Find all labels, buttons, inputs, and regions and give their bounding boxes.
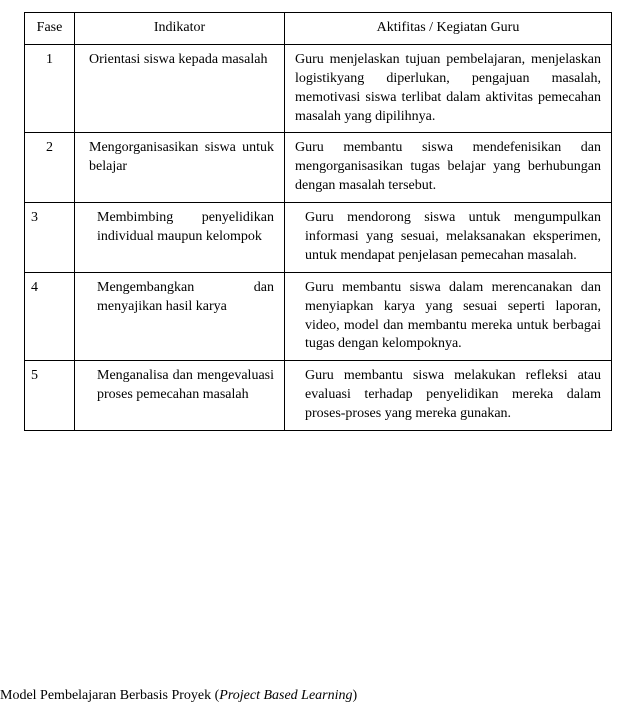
- footer-text-prefix: Model Pembelajaran Berbasis Proyek (: [0, 688, 219, 703]
- cell-fase: 3: [25, 203, 75, 273]
- cell-indikator: Menganalisa dan mengevaluasi proses peme…: [75, 361, 285, 431]
- table-container: Fase Indikator Aktifitas / Kegiatan Guru…: [0, 0, 636, 431]
- table-row: 3 Membimbing penyelidikan individual mau…: [25, 203, 612, 273]
- table-header-row: Fase Indikator Aktifitas / Kegiatan Guru: [25, 13, 612, 45]
- cell-aktifitas: Guru membantu siswa melakukan refleksi a…: [285, 361, 612, 431]
- footer-caption: Model Pembelajaran Berbasis Proyek (Proj…: [0, 688, 357, 704]
- cell-aktifitas: Guru menjelaskan tujuan pembelajaran, me…: [285, 44, 612, 133]
- col-header-aktifitas: Aktifitas / Kegiatan Guru: [285, 13, 612, 45]
- table-row: 2 Mengorganisasikan siswa untuk belajar …: [25, 133, 612, 203]
- col-header-indikator: Indikator: [75, 13, 285, 45]
- cell-indikator: Orientasi siswa kepada masalah: [75, 44, 285, 133]
- cell-indikator: Membimbing penyelidikan individual maupu…: [75, 203, 285, 273]
- cell-indikator: Mengembangkan dan menyajikan hasil karya: [75, 272, 285, 361]
- footer-text-suffix: ): [353, 688, 358, 703]
- cell-aktifitas: Guru membantu siswa mendefenisikan dan m…: [285, 133, 612, 203]
- cell-aktifitas: Guru mendorong siswa untuk mengumpulkan …: [285, 203, 612, 273]
- cell-aktifitas: Guru membantu siswa dalam merencanakan d…: [285, 272, 612, 361]
- cell-fase: 1: [25, 44, 75, 133]
- cell-fase: 4: [25, 272, 75, 361]
- cell-indikator: Mengorganisasikan siswa untuk belajar: [75, 133, 285, 203]
- fase-table: Fase Indikator Aktifitas / Kegiatan Guru…: [24, 12, 612, 431]
- cell-fase: 2: [25, 133, 75, 203]
- footer-text-italic: Project Based Learning: [219, 688, 352, 703]
- table-row: 4 Mengembangkan dan menyajikan hasil kar…: [25, 272, 612, 361]
- table-row: 1 Orientasi siswa kepada masalah Guru me…: [25, 44, 612, 133]
- cell-fase: 5: [25, 361, 75, 431]
- col-header-fase: Fase: [25, 13, 75, 45]
- table-row: 5 Menganalisa dan mengevaluasi proses pe…: [25, 361, 612, 431]
